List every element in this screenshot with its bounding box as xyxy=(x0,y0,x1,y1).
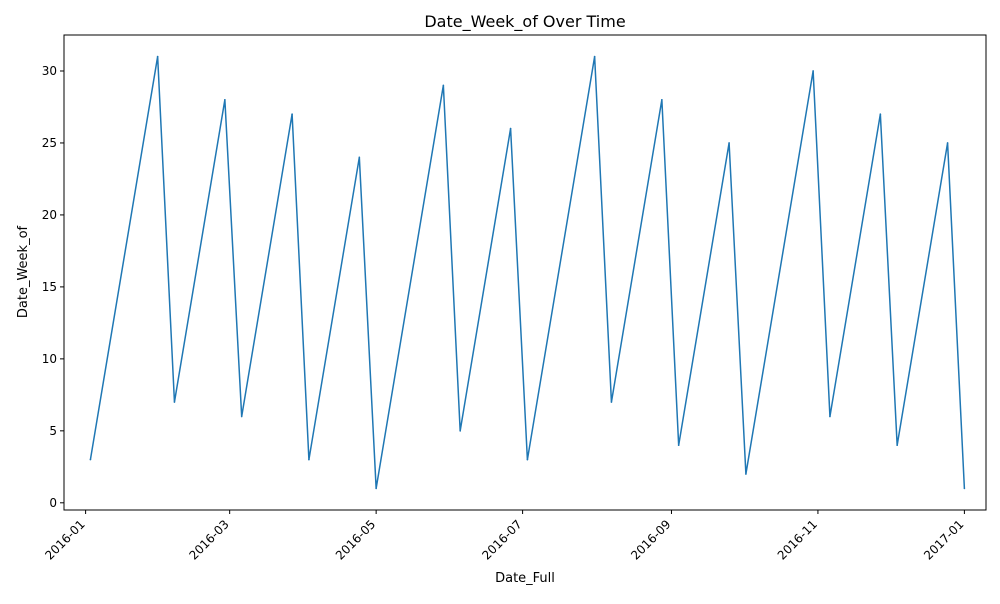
x-tick-label: 2016-07 xyxy=(479,517,524,562)
data-point xyxy=(829,415,831,418)
data-point xyxy=(677,444,680,447)
data-point xyxy=(442,84,445,87)
data-point xyxy=(879,113,882,115)
data-point xyxy=(661,98,663,101)
data-point xyxy=(610,401,613,403)
plot-area xyxy=(63,34,987,511)
data-point xyxy=(728,142,730,144)
x-tick-label: 2017-01 xyxy=(921,517,966,562)
data-point xyxy=(896,444,898,447)
data-point xyxy=(812,70,814,72)
data-point xyxy=(745,473,747,475)
data-point xyxy=(459,430,461,432)
data-point xyxy=(509,127,512,130)
x-axis-label: Date_Full xyxy=(495,571,555,586)
y-tick-label: 20 xyxy=(42,208,57,222)
data-point xyxy=(291,113,293,115)
data-point xyxy=(358,156,361,159)
x-tick-label: 2016-05 xyxy=(333,517,378,562)
x-tick-label: 2016-11 xyxy=(775,517,820,562)
data-point xyxy=(240,415,243,418)
y-tick-label: 25 xyxy=(42,136,57,150)
y-axis-ticks: 0 5 10 15 20 25 30 xyxy=(42,64,64,510)
x-tick-label: 2016-01 xyxy=(42,517,87,562)
x-axis-ticks: 2016-01 2016-03 2016-05 2016-07 2016-09 2016-… xyxy=(42,510,967,563)
data-point xyxy=(526,458,529,461)
y-axis-label: Date_Week_of xyxy=(16,225,31,318)
y-tick-label: 15 xyxy=(42,280,57,294)
data-point xyxy=(946,142,949,144)
y-tick-label: 5 xyxy=(49,424,57,438)
x-tick-label: 2016-03 xyxy=(186,517,231,562)
data-point xyxy=(963,487,966,490)
series-layer xyxy=(89,55,966,490)
data-point xyxy=(375,487,377,490)
data-point xyxy=(173,401,176,403)
data-point xyxy=(89,458,92,461)
data-point xyxy=(593,55,596,58)
data-point xyxy=(224,98,226,101)
y-tick-label: 10 xyxy=(42,352,57,366)
series-line-0 xyxy=(89,55,966,490)
y-tick-label: 0 xyxy=(49,496,57,510)
y-tick-label: 30 xyxy=(42,64,57,78)
data-point xyxy=(156,55,159,58)
chart-title: Date_Week_of Over Time xyxy=(424,12,625,32)
x-tick-label: 2016-09 xyxy=(628,517,673,562)
data-point xyxy=(308,458,310,461)
